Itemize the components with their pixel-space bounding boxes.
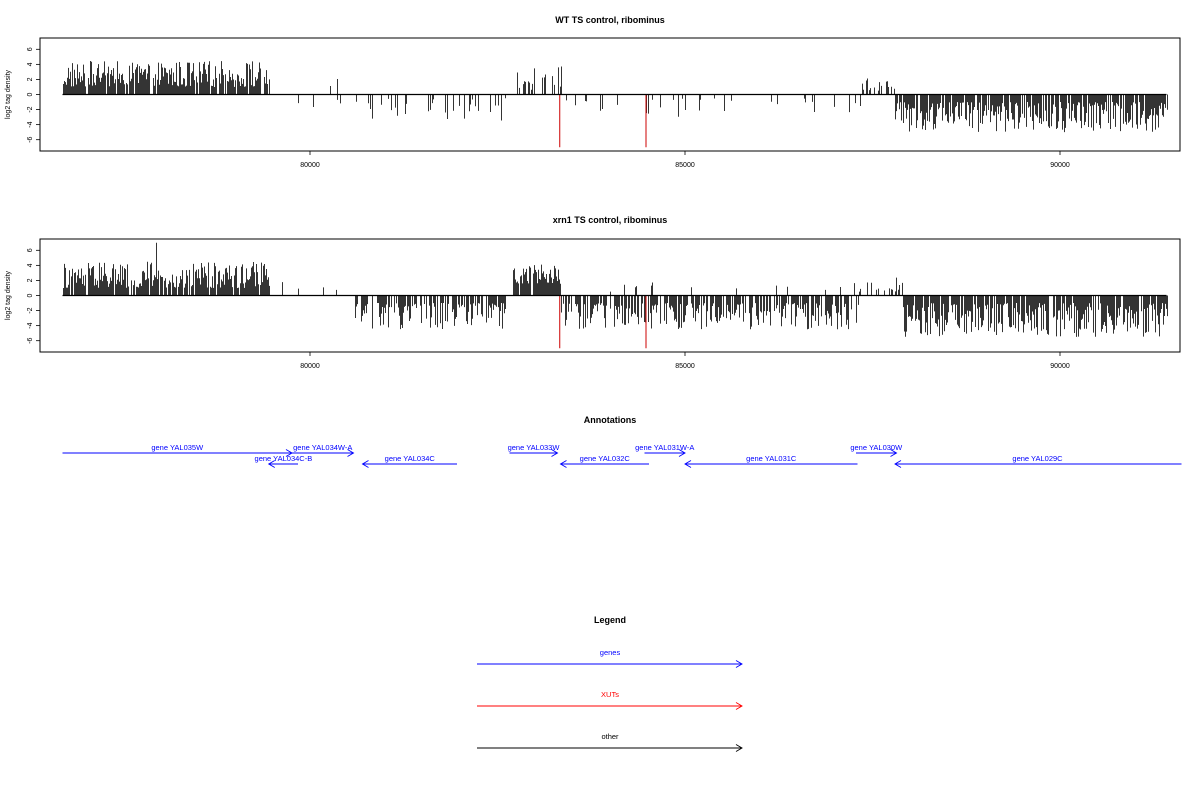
gene-arrow-head xyxy=(551,449,559,457)
gene-arrow-head xyxy=(361,460,369,468)
y-tick-label: 6 xyxy=(27,248,34,252)
y-tick-label: -4 xyxy=(27,121,34,127)
legend-label: XUTs xyxy=(601,690,619,699)
x-tick-label: 85000 xyxy=(675,162,695,169)
y-tick-label: -2 xyxy=(27,307,34,313)
wt-y-axis: -6 -4 -2 0 2 4 6 xyxy=(27,47,41,143)
wt-xut-bars xyxy=(559,94,647,148)
legend-item-genes: genes xyxy=(477,648,743,668)
gene-arrow-head xyxy=(678,449,686,457)
wt-y-axis-label: log2 tag density xyxy=(5,69,12,119)
legend-item-xuts: XUTs xyxy=(477,690,743,710)
wt-density-panel: WT TS control, ribominus -6 -4 -2 0 2 4 6 8000… xyxy=(5,15,1181,169)
wt-panel-title: WT TS control, ribominus xyxy=(555,15,665,25)
legend-title: Legend xyxy=(594,615,626,625)
gene-arrows: gene YAL035W gene YAL034C-B gene YAL034W-A… xyxy=(62,443,1182,468)
y-tick-label: -4 xyxy=(27,322,34,328)
xrn1-density-panel: xrn1 TS control, ribominus -6 -4 -2 0 2 4 6 80… xyxy=(5,215,1181,370)
xrn1-x-axis: 80000 85000 90000 xyxy=(300,352,1070,370)
y-tick-label: 0 xyxy=(27,92,34,96)
gene-label: gene YAL035W xyxy=(151,443,204,452)
gene-arrow-head xyxy=(267,460,275,468)
y-tick-label: 0 xyxy=(27,293,34,297)
y-tick-label: 6 xyxy=(27,47,34,51)
xrn1-xut-bars xyxy=(559,295,647,349)
legend-label: genes xyxy=(600,648,621,657)
legend-item-other: other xyxy=(477,732,743,752)
annotations-title: Annotations xyxy=(584,415,637,425)
x-tick-label: 90000 xyxy=(1050,363,1070,370)
wt-x-axis: 80000 85000 90000 xyxy=(300,151,1070,169)
y-tick-label: -6 xyxy=(27,136,34,142)
wt-density-bars xyxy=(63,60,1168,133)
gene-arrow-head xyxy=(890,449,898,457)
gene-arrow-head xyxy=(559,460,567,468)
legend-arrow-head xyxy=(735,702,743,710)
gene-label: gene YAL034W-A xyxy=(293,443,352,452)
gene-label: gene YAL034C-B xyxy=(255,454,313,463)
legend-label: other xyxy=(601,732,619,741)
y-tick-label: 4 xyxy=(27,62,34,66)
gene-yal034w-a: gene YAL034W-A xyxy=(292,443,355,457)
x-tick-label: 85000 xyxy=(675,363,695,370)
gene-yal034c-b: gene YAL034C-B xyxy=(255,454,313,468)
gene-label: gene YAL032C xyxy=(580,454,631,463)
y-tick-label: -6 xyxy=(27,337,34,343)
gene-label: gene YAL033W xyxy=(508,443,561,452)
gene-arrow-head xyxy=(347,449,355,457)
xrn1-y-axis: -6 -4 -2 0 2 4 6 xyxy=(27,248,41,344)
y-tick-label: -2 xyxy=(27,106,34,112)
gene-label: gene YAL030W xyxy=(850,443,903,452)
gene-label: gene YAL029C xyxy=(1012,454,1063,463)
gene-arrow-head xyxy=(684,460,692,468)
y-tick-label: 4 xyxy=(27,263,34,267)
gene-arrow-head xyxy=(894,460,902,468)
xrn1-y-axis-label: log2 tag density xyxy=(5,270,12,320)
legend-items: genes XUTs other xyxy=(477,648,743,752)
gene-label: gene YAL031C xyxy=(746,454,797,463)
xrn1-panel-title: xrn1 TS control, ribominus xyxy=(553,215,668,225)
x-tick-label: 90000 xyxy=(1050,162,1070,169)
gene-yal034c: gene YAL034C xyxy=(361,454,457,468)
gene-yal033w: gene YAL033W xyxy=(508,443,561,457)
legend-arrow-head xyxy=(735,744,743,752)
y-tick-label: 2 xyxy=(27,77,34,81)
y-tick-label: 2 xyxy=(27,278,34,282)
gene-yal032c: gene YAL032C xyxy=(559,454,649,468)
gene-label: gene YAL031W-A xyxy=(635,443,694,452)
x-tick-label: 80000 xyxy=(300,363,320,370)
legend: Legend genes XUTs other xyxy=(477,615,743,752)
x-tick-label: 80000 xyxy=(300,162,320,169)
xrn1-density-bars xyxy=(63,242,1168,337)
gene-label: gene YAL034C xyxy=(385,454,436,463)
gene-yal031c: gene YAL031C xyxy=(684,454,858,468)
gene-yal029c: gene YAL029C xyxy=(894,454,1182,468)
gene-yal030w: gene YAL030W xyxy=(850,443,903,457)
gene-yal031w-a: gene YAL031W-A xyxy=(635,443,694,457)
legend-arrow-head xyxy=(735,660,743,668)
